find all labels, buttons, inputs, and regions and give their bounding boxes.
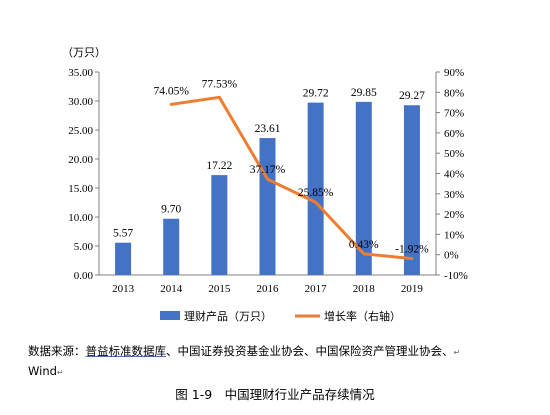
line-value-label: 25.85% (298, 187, 334, 199)
bar-value-label: 29.27 (399, 90, 425, 102)
figure-caption: 图 1-9 中国理财行业产品存续情况 (175, 387, 375, 402)
bar-series (115, 101, 420, 276)
bar-value-label: 23.61 (255, 123, 281, 135)
right-tick-label: 0% (444, 250, 459, 262)
right-tick-label: -10% (444, 270, 468, 282)
left-tick-label: 0.00 (74, 270, 94, 282)
x-tick-label: 2018 (353, 283, 376, 295)
left-tick-label: 15.00 (68, 183, 93, 195)
paragraph-mark-icon: ↵ (56, 368, 64, 377)
left-axis-unit: （万只） (62, 46, 106, 59)
source-note: 数据来源：普益标准数据库、中国证券投资基金业协会、中国保险资产管理业协会、↵ W… (28, 342, 543, 382)
left-tick-label: 30.00 (68, 96, 93, 108)
left-tick-label: 35.00 (68, 67, 93, 79)
bar (115, 242, 132, 275)
right-tick-label: 20% (444, 209, 464, 221)
x-axis-ticks: 2013 2014 2015 2016 2017 2018 2019 (112, 283, 423, 295)
line-value-label: 37.17% (250, 164, 286, 176)
x-tick-label: 2013 (112, 283, 135, 295)
right-axis-ticks: -10% 0% 10% 20% 30% 40% 50% 60% 70% 80% 90% (436, 67, 468, 282)
legend-label-line: 增长率（右轴） (324, 309, 401, 323)
legend: 理财产品（万只） 增长率（右轴） (160, 309, 401, 323)
bar-value-label: 9.70 (161, 204, 181, 216)
right-tick-label: 50% (444, 148, 464, 160)
bar-value-label: 17.22 (206, 160, 232, 172)
paragraph-mark-icon: ↵ (453, 348, 461, 357)
left-tick-label: 5.00 (74, 241, 94, 253)
line-value-label: 77.53% (202, 78, 238, 90)
bar-value-label: 29.85 (351, 87, 377, 99)
right-tick-label: 80% (444, 87, 464, 99)
right-tick-label: 70% (444, 108, 464, 120)
left-tick-label: 10.00 (68, 212, 93, 224)
right-tick-label: 90% (444, 67, 464, 79)
right-tick-label: 60% (444, 128, 464, 140)
bar (259, 138, 276, 275)
bar-value-label: 29.72 (303, 88, 329, 100)
line-value-label: -1.92% (395, 244, 429, 256)
source-rest: 、中国证券投资基金业协会、中国保险资产管理业协会、 (166, 344, 454, 358)
x-tick-label: 2015 (208, 283, 231, 295)
bar (211, 175, 228, 275)
line-series (169, 95, 414, 261)
right-tick-label: 10% (444, 229, 464, 241)
bar (403, 105, 420, 275)
x-tick-label: 2017 (305, 283, 328, 295)
growth-line (169, 95, 414, 261)
source-prefix: 数据来源： (28, 344, 86, 358)
x-tick-label: 2019 (401, 283, 424, 295)
source-line2: Wind (28, 364, 57, 378)
legend-label-bars: 理财产品（万只） (184, 309, 272, 323)
x-tick-label: 2014 (160, 283, 183, 295)
bar (163, 218, 180, 275)
x-tick-label: 2016 (257, 283, 280, 295)
bar-data-labels: 5.57 9.70 17.22 23.61 29.72 29.85 29.27 (113, 87, 425, 240)
legend-swatch-bars (160, 311, 180, 320)
left-tick-label: 25.00 (68, 125, 93, 137)
bar (355, 101, 372, 276)
source-link[interactable]: 普益标准数据库 (85, 344, 167, 358)
bar-value-label: 5.57 (113, 228, 133, 240)
bar (307, 102, 324, 276)
line-value-label: 74.05% (153, 85, 189, 97)
left-tick-label: 20.00 (68, 154, 93, 166)
line-data-labels: 74.05% 77.53% 37.17% 25.85% 0.43% -1.92% (153, 78, 429, 255)
chart: （万只） 0.00 5.00 10.00 15.00 20.00 25.00 30.00 35… (62, 46, 468, 323)
right-tick-label: 30% (444, 189, 464, 201)
line-value-label: 0.43% (349, 239, 379, 251)
right-tick-label: 40% (444, 169, 464, 181)
left-axis-ticks: 0.00 5.00 10.00 15.00 20.00 25.00 30.00 35.00 (68, 67, 99, 282)
